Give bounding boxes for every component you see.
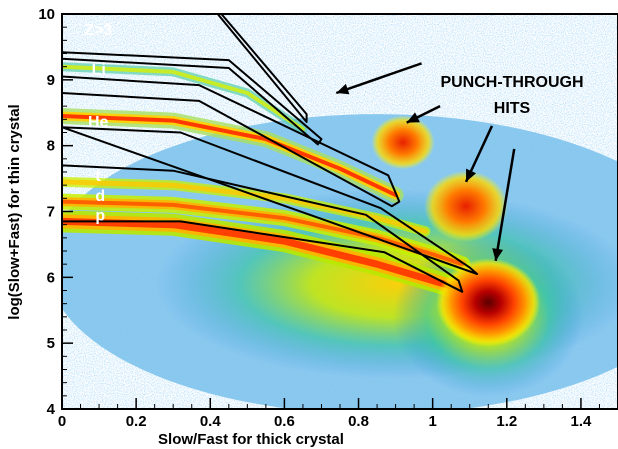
y-axis-ticks: 4 5 6 7 8 9 10 (38, 6, 73, 418)
y-axis-label: log(Slow+Fast) for thin crystal (6, 104, 23, 319)
band-label-z3: Z>3 (84, 22, 112, 39)
y-tick-label: 10 (38, 6, 55, 23)
density-blob-6 (424, 170, 508, 242)
cut-region-li (62, 51, 323, 146)
annotation-line-1: HITS (494, 100, 531, 117)
cut-region-d (62, 164, 464, 293)
annotation-arrow-3 (492, 148, 516, 262)
band-label-t: t (95, 168, 101, 185)
y-tick-label: 5 (47, 335, 55, 352)
density-layer (62, 14, 618, 409)
cut-regions (62, 14, 479, 293)
y-tick-label: 8 (47, 138, 55, 155)
x-tick-label: 0.2 (126, 413, 147, 430)
density-band-p-2 (62, 217, 481, 298)
band-label-p: p (95, 208, 105, 225)
annotation-arrow-1 (406, 105, 441, 124)
y-tick-label: 4 (47, 401, 56, 418)
cut-region-z3 (216, 14, 308, 123)
annotation-arrow-0 (335, 62, 422, 95)
x-tick-label: 0.6 (274, 413, 295, 430)
x-tick-label: 1 (428, 413, 436, 430)
x-tick-label: 0.4 (200, 413, 222, 430)
density-band-t-1 (62, 179, 428, 234)
x-tick-label: 1.4 (571, 413, 593, 430)
y-tick-label: 7 (47, 204, 55, 221)
x-tick-label: 0.8 (348, 413, 369, 430)
x-axis-ticks: 0 0.2 0.4 0.6 0.8 1 1.2 1.4 (58, 398, 600, 430)
density-band-li-1 (62, 64, 305, 132)
x-tick-label: 0 (58, 413, 66, 430)
plot-area (62, 14, 618, 409)
annotation-line-0: PUNCH-THROUGH (440, 74, 583, 91)
annotation-arrow-2 (464, 125, 494, 183)
band-label-li: Li (92, 62, 106, 79)
density-blob-5 (436, 258, 541, 347)
punch-through-annotation: PUNCH-THROUGH HITS (335, 62, 584, 262)
y-tick-label: 6 (47, 269, 55, 286)
cut-region-t (62, 126, 479, 275)
y-tick-label: 9 (47, 72, 55, 89)
cut-region-he (62, 75, 401, 208)
x-axis-label: Slow/Fast for thick crystal (158, 431, 344, 448)
density-band-d-2 (62, 199, 465, 267)
density-blob-7 (371, 115, 435, 170)
band-label-d: d (95, 188, 105, 205)
x-tick-label: 1.2 (496, 413, 517, 430)
band-label-he: He (88, 114, 109, 131)
density-band-he-2 (62, 114, 398, 197)
band-labels: Z>3 Li He tdp (84, 22, 112, 225)
